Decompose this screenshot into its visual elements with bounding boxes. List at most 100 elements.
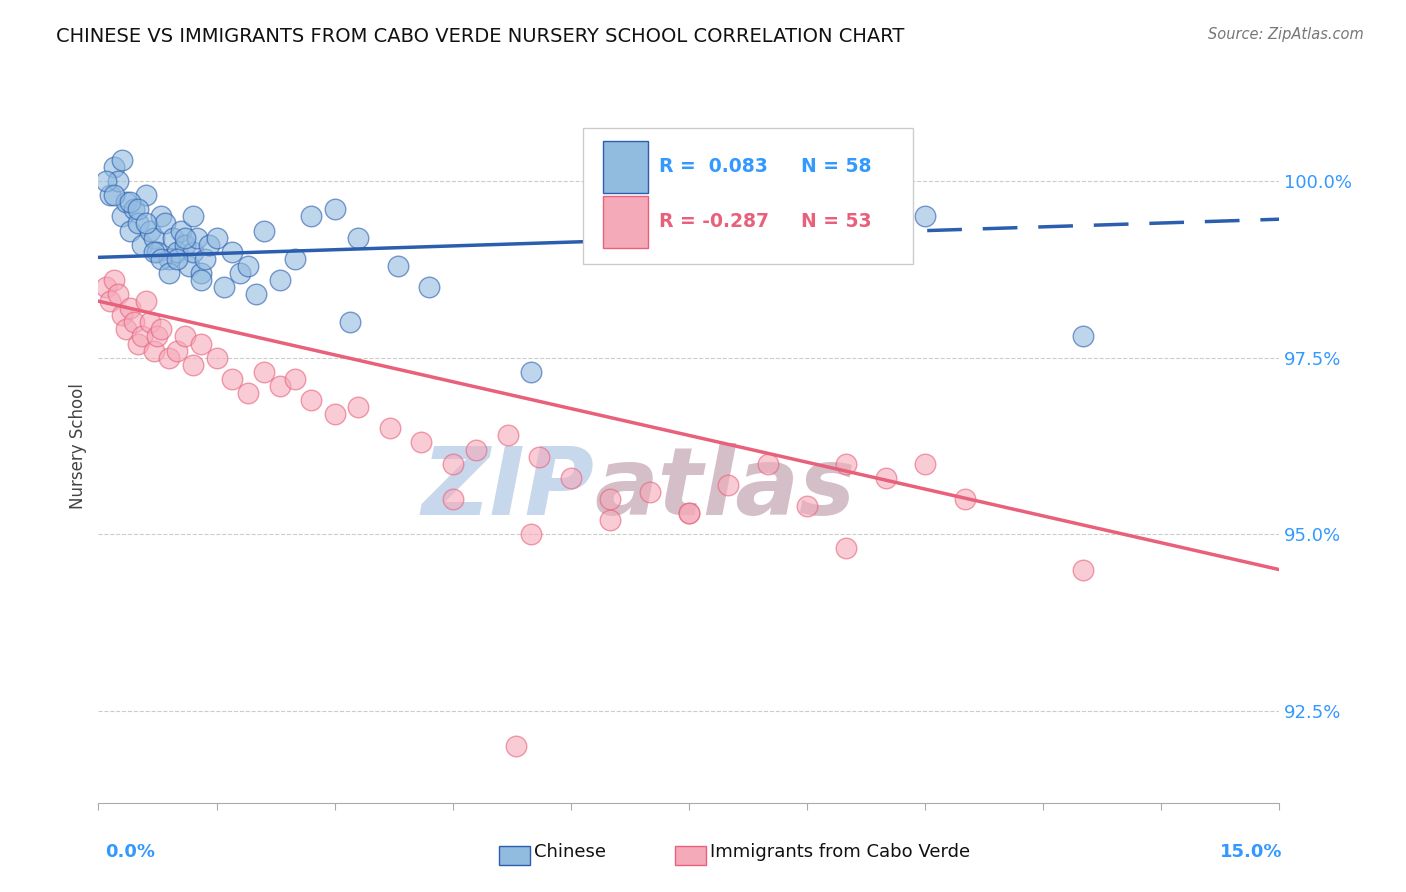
Point — [1071, 329, 1094, 343]
Point — [166, 252, 188, 266]
Point — [214, 280, 236, 294]
Point — [122, 315, 145, 329]
Point — [284, 252, 307, 266]
Point — [138, 315, 160, 329]
Point — [835, 541, 858, 556]
Point — [96, 174, 118, 188]
Point — [221, 244, 243, 259]
Point — [157, 266, 180, 280]
Point — [441, 457, 464, 471]
Point — [496, 428, 519, 442]
Point — [756, 188, 779, 202]
Point — [599, 491, 621, 506]
Text: N = 58: N = 58 — [801, 158, 872, 177]
Point — [186, 230, 208, 244]
Point — [131, 237, 153, 252]
Point — [181, 244, 204, 259]
Point — [135, 294, 157, 309]
Point — [378, 421, 401, 435]
Point — [122, 202, 145, 217]
Point — [835, 457, 858, 471]
Point — [190, 273, 212, 287]
Bar — [603, 196, 648, 248]
Text: N = 53: N = 53 — [801, 212, 872, 231]
Point — [174, 237, 197, 252]
Point — [142, 343, 165, 358]
Point — [118, 223, 141, 237]
Point — [756, 457, 779, 471]
Point — [157, 351, 180, 365]
Point — [150, 210, 173, 224]
Point — [111, 210, 134, 224]
Point — [194, 252, 217, 266]
Point — [135, 188, 157, 202]
Point — [347, 400, 370, 414]
Point — [299, 393, 322, 408]
Text: Source: ZipAtlas.com: Source: ZipAtlas.com — [1208, 27, 1364, 42]
Point — [111, 153, 134, 167]
Bar — [603, 141, 648, 193]
Point — [96, 280, 118, 294]
Point — [174, 329, 197, 343]
Point — [138, 223, 160, 237]
Point — [107, 174, 129, 188]
Point — [103, 273, 125, 287]
Text: R = -0.287: R = -0.287 — [659, 212, 769, 231]
Point — [520, 365, 543, 379]
Point — [236, 386, 259, 401]
Point — [505, 739, 527, 754]
Point — [150, 252, 173, 266]
Point — [875, 471, 897, 485]
Point — [1071, 563, 1094, 577]
Text: atlas: atlas — [595, 442, 856, 535]
Point — [638, 484, 661, 499]
Point — [107, 287, 129, 301]
Point — [599, 513, 621, 527]
Point — [98, 188, 121, 202]
Point — [190, 266, 212, 280]
Point — [253, 365, 276, 379]
Point — [127, 336, 149, 351]
Point — [284, 372, 307, 386]
Point — [190, 336, 212, 351]
Point — [146, 329, 169, 343]
Point — [953, 491, 976, 506]
Point — [162, 230, 184, 244]
Point — [914, 210, 936, 224]
Point — [221, 372, 243, 386]
Point — [181, 210, 204, 224]
Point — [111, 308, 134, 322]
Point — [299, 210, 322, 224]
Point — [142, 244, 165, 259]
Point — [441, 491, 464, 506]
Point — [529, 450, 551, 464]
Text: Immigrants from Cabo Verde: Immigrants from Cabo Verde — [710, 843, 970, 861]
Point — [418, 280, 440, 294]
Point — [118, 195, 141, 210]
Point — [339, 315, 361, 329]
Point — [323, 202, 346, 217]
Point — [229, 266, 252, 280]
Point — [150, 322, 173, 336]
Point — [205, 351, 228, 365]
Point — [127, 216, 149, 230]
Point — [245, 287, 267, 301]
Point — [118, 301, 141, 316]
Point — [103, 160, 125, 174]
Point — [253, 223, 276, 237]
Point — [115, 195, 138, 210]
Point — [197, 237, 219, 252]
Point — [914, 457, 936, 471]
Point — [796, 499, 818, 513]
Point — [205, 230, 228, 244]
Point — [146, 244, 169, 259]
Point — [166, 343, 188, 358]
Point — [269, 379, 291, 393]
Point — [170, 223, 193, 237]
Text: Chinese: Chinese — [534, 843, 606, 861]
Text: 0.0%: 0.0% — [105, 843, 156, 861]
Point — [717, 478, 740, 492]
Point — [678, 506, 700, 520]
Point — [131, 329, 153, 343]
Point — [142, 230, 165, 244]
